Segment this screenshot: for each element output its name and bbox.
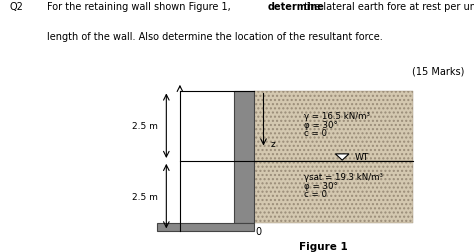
- Text: 2.5 m: 2.5 m: [132, 192, 158, 201]
- Text: φ = 30°: φ = 30°: [304, 120, 338, 129]
- Text: 2.5 m: 2.5 m: [132, 122, 158, 131]
- Text: φ = 30°: φ = 30°: [304, 181, 338, 190]
- Bar: [254, 161, 413, 224]
- Text: z: z: [271, 140, 275, 149]
- Text: c = 0: c = 0: [304, 129, 328, 138]
- Text: c = 0: c = 0: [304, 190, 328, 199]
- Bar: [234, 91, 254, 224]
- Text: determine: determine: [268, 2, 325, 12]
- Text: Q2: Q2: [9, 2, 23, 12]
- Text: 0: 0: [255, 226, 262, 236]
- Text: length of the wall. Also determine the location of the resultant force.: length of the wall. Also determine the l…: [47, 32, 383, 42]
- Text: Figure 1: Figure 1: [300, 241, 348, 251]
- Text: WT: WT: [355, 152, 369, 161]
- Text: the lateral earth fore at rest per unit: the lateral earth fore at rest per unit: [301, 2, 474, 12]
- Text: γ = 16.5 kN/m³: γ = 16.5 kN/m³: [304, 112, 370, 121]
- Bar: [254, 161, 413, 224]
- Bar: [156, 224, 254, 231]
- Bar: [254, 91, 413, 161]
- Text: For the retaining wall shown Figure 1,: For the retaining wall shown Figure 1,: [47, 2, 234, 12]
- Bar: [254, 91, 413, 161]
- Polygon shape: [336, 154, 349, 161]
- Text: γsat = 19.3 kN/m³: γsat = 19.3 kN/m³: [304, 172, 383, 181]
- Text: (15 Marks): (15 Marks): [412, 66, 465, 76]
